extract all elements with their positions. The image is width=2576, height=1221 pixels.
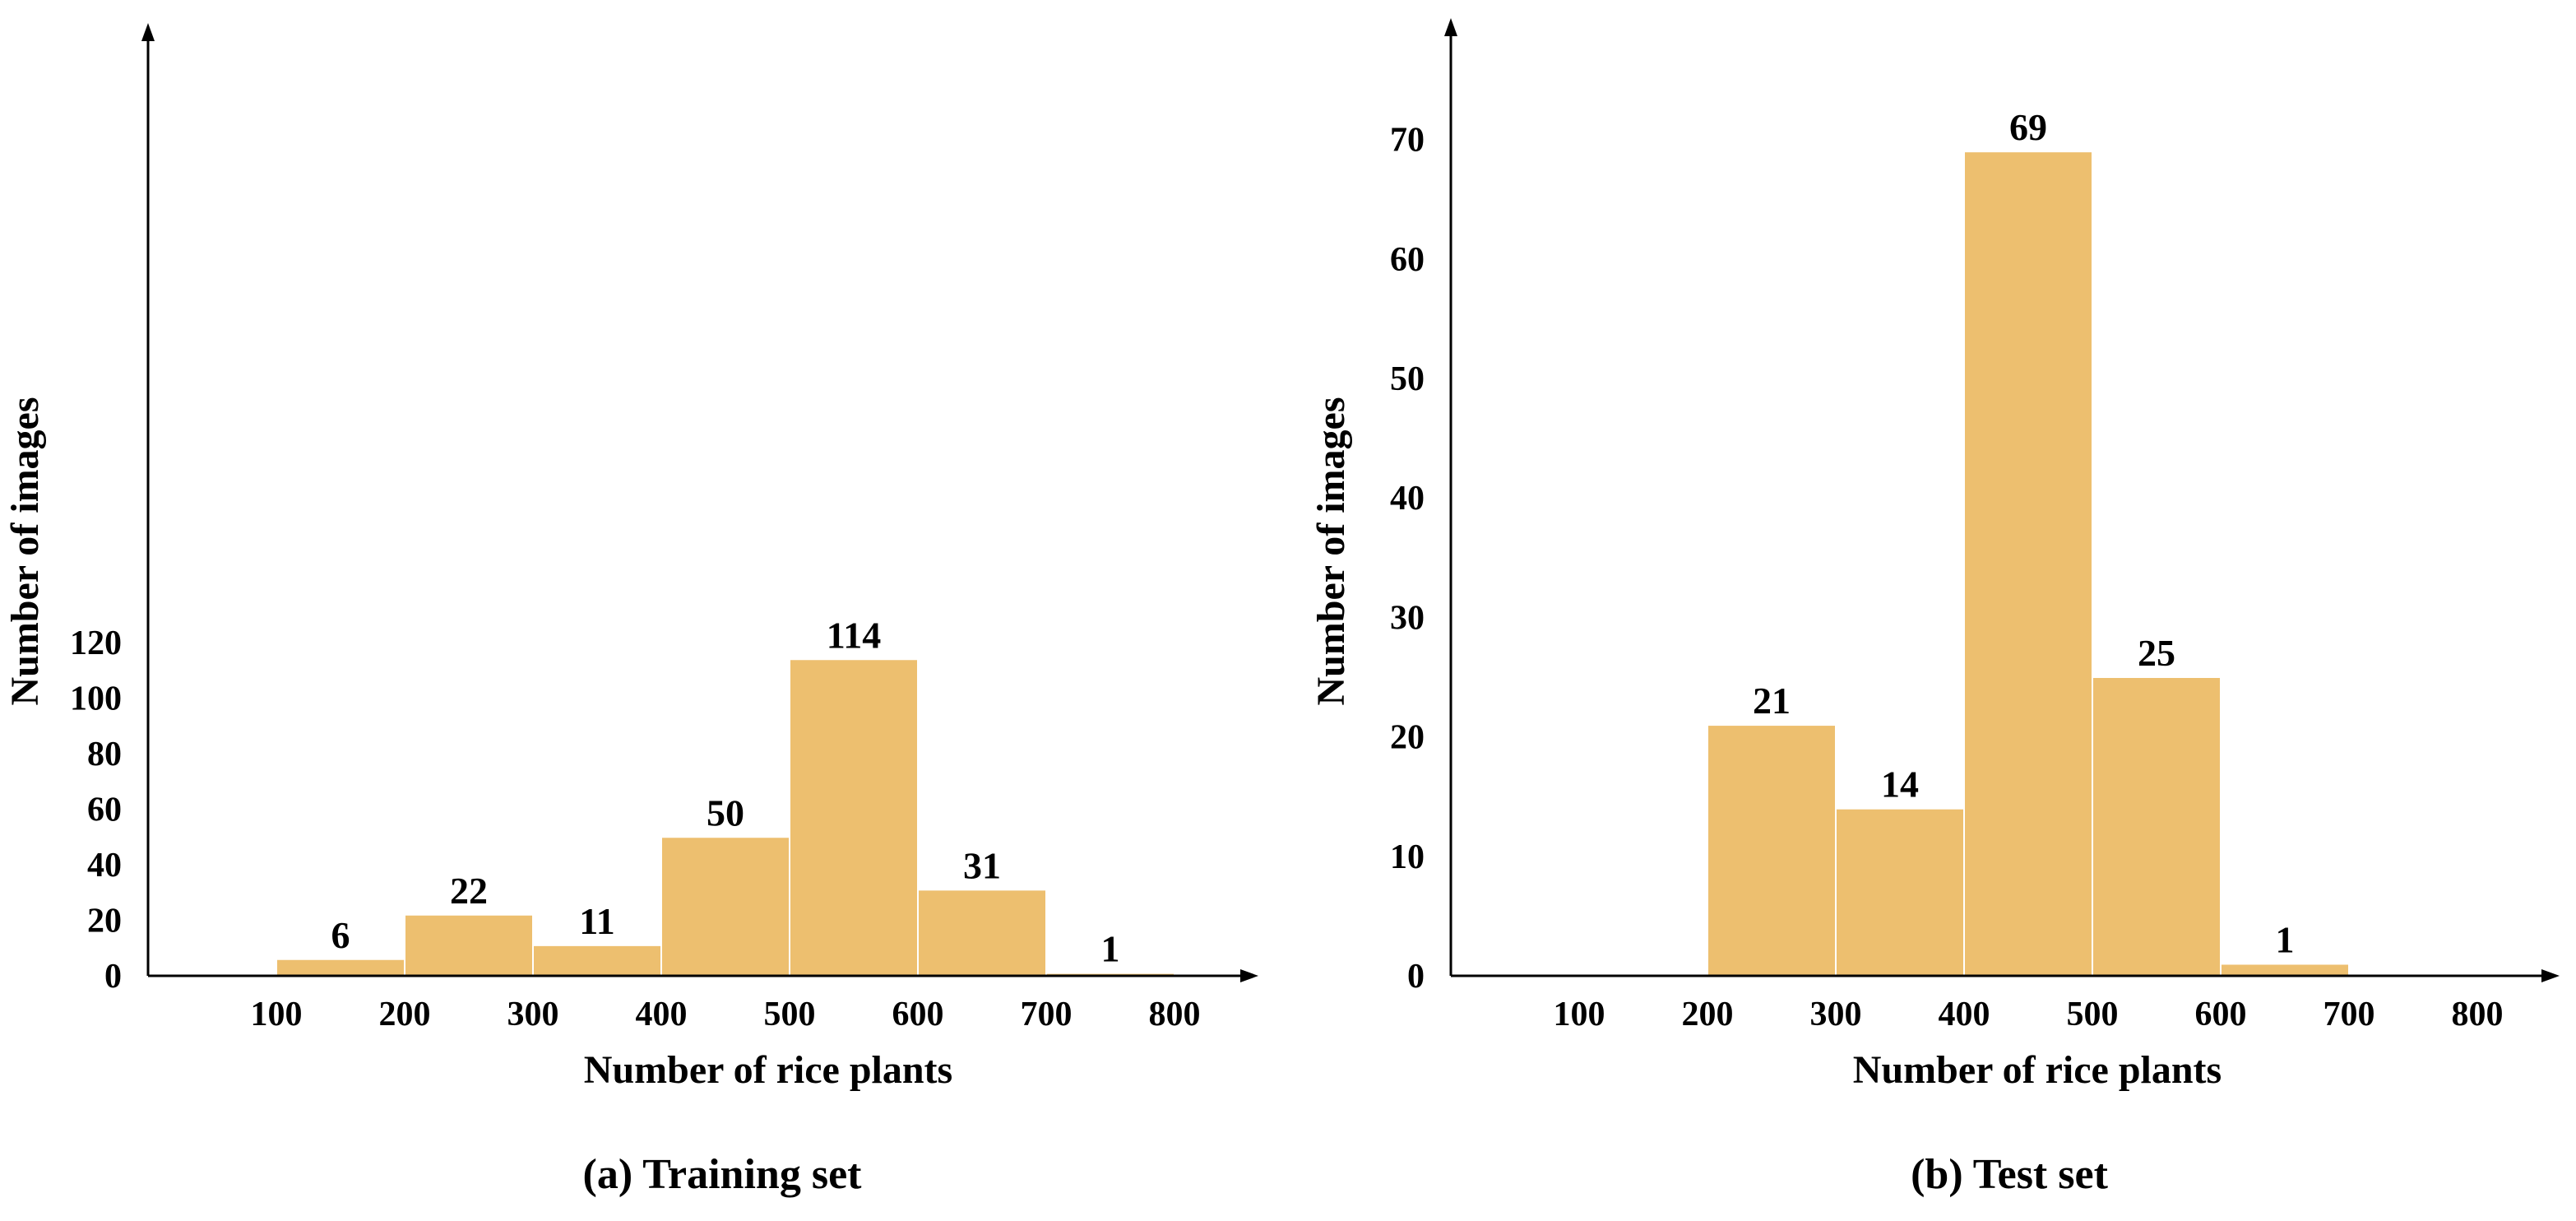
x-tick-label: 100 (251, 996, 303, 1033)
x-tick-label: 400 (636, 996, 688, 1033)
bar-600-700 (2220, 963, 2350, 977)
x-axis-arrow-icon (2541, 969, 2560, 982)
training-set-chart: 6 22 11 50 114 31 1 0 20 40 60 80 100 120 100 200 300 400… (3, 23, 1258, 1198)
y-axis-arrow-icon (1444, 18, 1457, 36)
bar-300-400 (532, 944, 662, 977)
bar-value-label: 1 (2276, 918, 2295, 960)
y-tick-label: 20 (87, 903, 122, 940)
bar-value-label: 14 (1881, 764, 1919, 805)
y-tick-label: 70 (1390, 122, 1425, 160)
x-tick-label: 700 (1021, 996, 1073, 1033)
chart-caption: (b) Test set (1911, 1151, 2108, 1198)
y-tick-label: 40 (1390, 480, 1425, 518)
y-tick-label: 60 (87, 792, 122, 829)
y-tick-label: 30 (1390, 599, 1425, 637)
y-tick-label: 80 (87, 736, 122, 773)
y-tick-label: 0 (104, 958, 122, 996)
y-axis-label: Number of images (1309, 397, 1353, 705)
bar-value-label: 11 (579, 900, 614, 942)
bar-value-label: 50 (707, 792, 744, 833)
bar-value-label: 22 (450, 870, 488, 912)
x-tick-label: 800 (1149, 996, 1201, 1033)
y-axis-label: Number of images (3, 397, 47, 705)
y-axis-arrow-icon (141, 23, 155, 41)
bar-value-label: 114 (827, 614, 881, 656)
bar-200-300 (404, 913, 534, 977)
bar-value-label: 25 (2138, 632, 2175, 674)
bar-100-200 (276, 958, 405, 977)
x-tick-label: 300 (507, 996, 559, 1033)
bar-value-label: 1 (1101, 928, 1120, 970)
y-tick-label: 20 (1390, 719, 1425, 757)
x-tick-label: 600 (892, 996, 944, 1033)
y-tick-label: 60 (1390, 241, 1425, 279)
bar-500-600 (2092, 676, 2222, 977)
bar-value-label: 21 (1753, 680, 1791, 722)
y-tick-label: 10 (1390, 838, 1425, 876)
bar-400-500 (1963, 151, 2093, 977)
x-tick-label: 700 (2323, 996, 2375, 1033)
bar-value-label: 6 (331, 914, 350, 956)
chart-caption: (a) Training set (583, 1151, 863, 1198)
x-axis-arrow-icon (1240, 969, 1258, 982)
bar-value-label: 31 (963, 844, 1001, 886)
y-tick-label: 50 (1390, 360, 1425, 398)
bar-600-700 (917, 889, 1047, 977)
x-tick-label: 500 (764, 996, 816, 1033)
y-tick-label: 40 (87, 847, 122, 884)
x-tick-label: 200 (1682, 996, 1734, 1033)
bar-300-400 (1835, 807, 1965, 977)
x-tick-label: 800 (2452, 996, 2504, 1033)
x-tick-label: 100 (1554, 996, 1605, 1033)
bar-200-300 (1707, 724, 1837, 977)
x-tick-label: 300 (1810, 996, 1862, 1033)
x-tick-label: 200 (379, 996, 431, 1033)
x-tick-label: 500 (2067, 996, 2119, 1033)
x-axis-label: Number of rice plants (1853, 1048, 2222, 1092)
bar-500-600 (789, 658, 919, 977)
bar-400-500 (660, 836, 790, 977)
y-tick-label: 120 (70, 624, 122, 662)
x-axis-label: Number of rice plants (584, 1048, 952, 1092)
bar-value-label: 69 (2009, 106, 2047, 148)
y-tick-label: 100 (70, 680, 122, 718)
y-tick-label: 0 (1407, 958, 1425, 996)
x-tick-label: 400 (1939, 996, 1990, 1033)
x-tick-label: 600 (2195, 996, 2247, 1033)
